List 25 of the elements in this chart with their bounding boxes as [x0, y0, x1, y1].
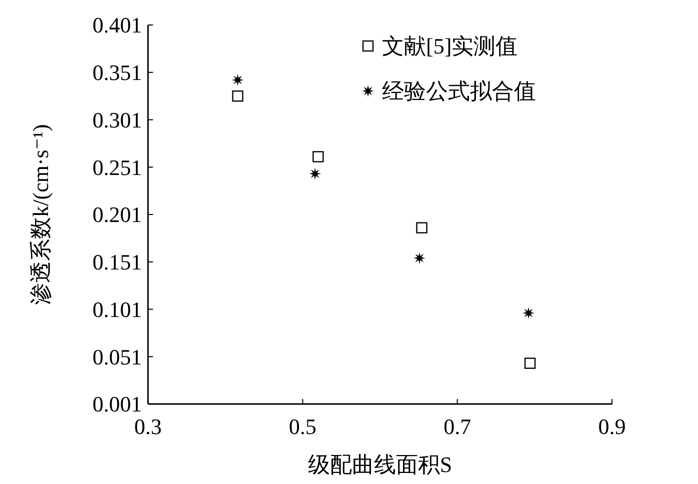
point: [312, 151, 324, 162]
x-tick-label: 0.9: [598, 414, 626, 439]
y-tick-label: 0.151: [92, 250, 142, 275]
legend-label: 文献[5]实测值: [382, 34, 518, 59]
point: [522, 307, 534, 320]
y-tick-label: 0.001: [92, 392, 142, 417]
point: [416, 222, 428, 234]
x-tick-label: 0.5: [288, 414, 316, 439]
y-axis-title: 渗透系数k/(cm·s⁻¹): [28, 124, 53, 305]
y-tick-label: 0.101: [92, 296, 142, 322]
y-tick-label: 0.251: [92, 154, 142, 180]
y-tick-label: 0.401: [92, 12, 142, 38]
x-tick-label: 0.7: [444, 414, 472, 439]
y-tick-label: 0.051: [92, 344, 142, 370]
y-tick-label: 0.301: [92, 107, 142, 132]
y-tick-label: 0.201: [92, 202, 142, 228]
point: [232, 74, 244, 86]
point: [413, 252, 426, 264]
legend-label: 经验公式拟合值: [382, 78, 536, 104]
point: [524, 358, 536, 369]
x-tick-label: 0.3: [134, 414, 162, 439]
y-tick-label: 0.351: [92, 60, 142, 86]
point: [232, 90, 244, 102]
x-axis-title: 级配曲线面积S: [308, 452, 452, 477]
point: [309, 168, 322, 180]
